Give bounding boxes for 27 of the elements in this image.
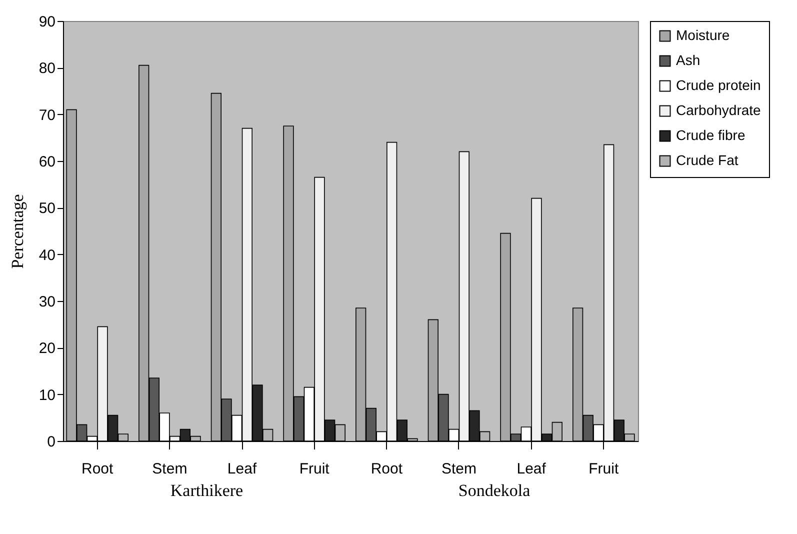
- legend-label: Carbohydrate: [676, 102, 762, 118]
- y-tick-label: 50: [38, 200, 56, 218]
- y-tick-label: 80: [38, 60, 56, 78]
- x-tick-label: Root: [370, 460, 404, 478]
- legend-label: Moisture: [676, 27, 730, 43]
- y-tick-label: 60: [38, 154, 56, 170]
- y-tick-label: 10: [38, 386, 56, 404]
- legend-label: Ash: [676, 52, 700, 68]
- legend-label: Crude Fat: [676, 152, 738, 168]
- legend-label: Crude fibre: [676, 127, 746, 143]
- legend-label: Crude protein: [676, 77, 761, 93]
- y-tick-label: 0: [47, 434, 56, 450]
- text: Sondekola: [458, 481, 531, 500]
- y-tick-label: 20: [38, 340, 56, 358]
- y-tick-label: 70: [38, 106, 56, 124]
- x-tick-label: Fruit: [299, 460, 330, 478]
- x-tick-label: Leaf: [227, 460, 258, 478]
- x-tick-label: Fruit: [588, 460, 620, 478]
- x-tick-label: Leaf: [516, 460, 547, 478]
- y-tick-label: 30: [38, 294, 56, 310]
- text: Karthikere: [170, 481, 244, 500]
- x-tick-label: Root: [82, 460, 114, 478]
- x-tick-label: Stem: [152, 460, 188, 478]
- y-tick-label: 40: [38, 246, 56, 264]
- x-tick-label: Stem: [441, 460, 476, 478]
- y-axis-title: Percentage: [8, 194, 27, 269]
- y-tick-label: 90: [38, 14, 56, 30]
